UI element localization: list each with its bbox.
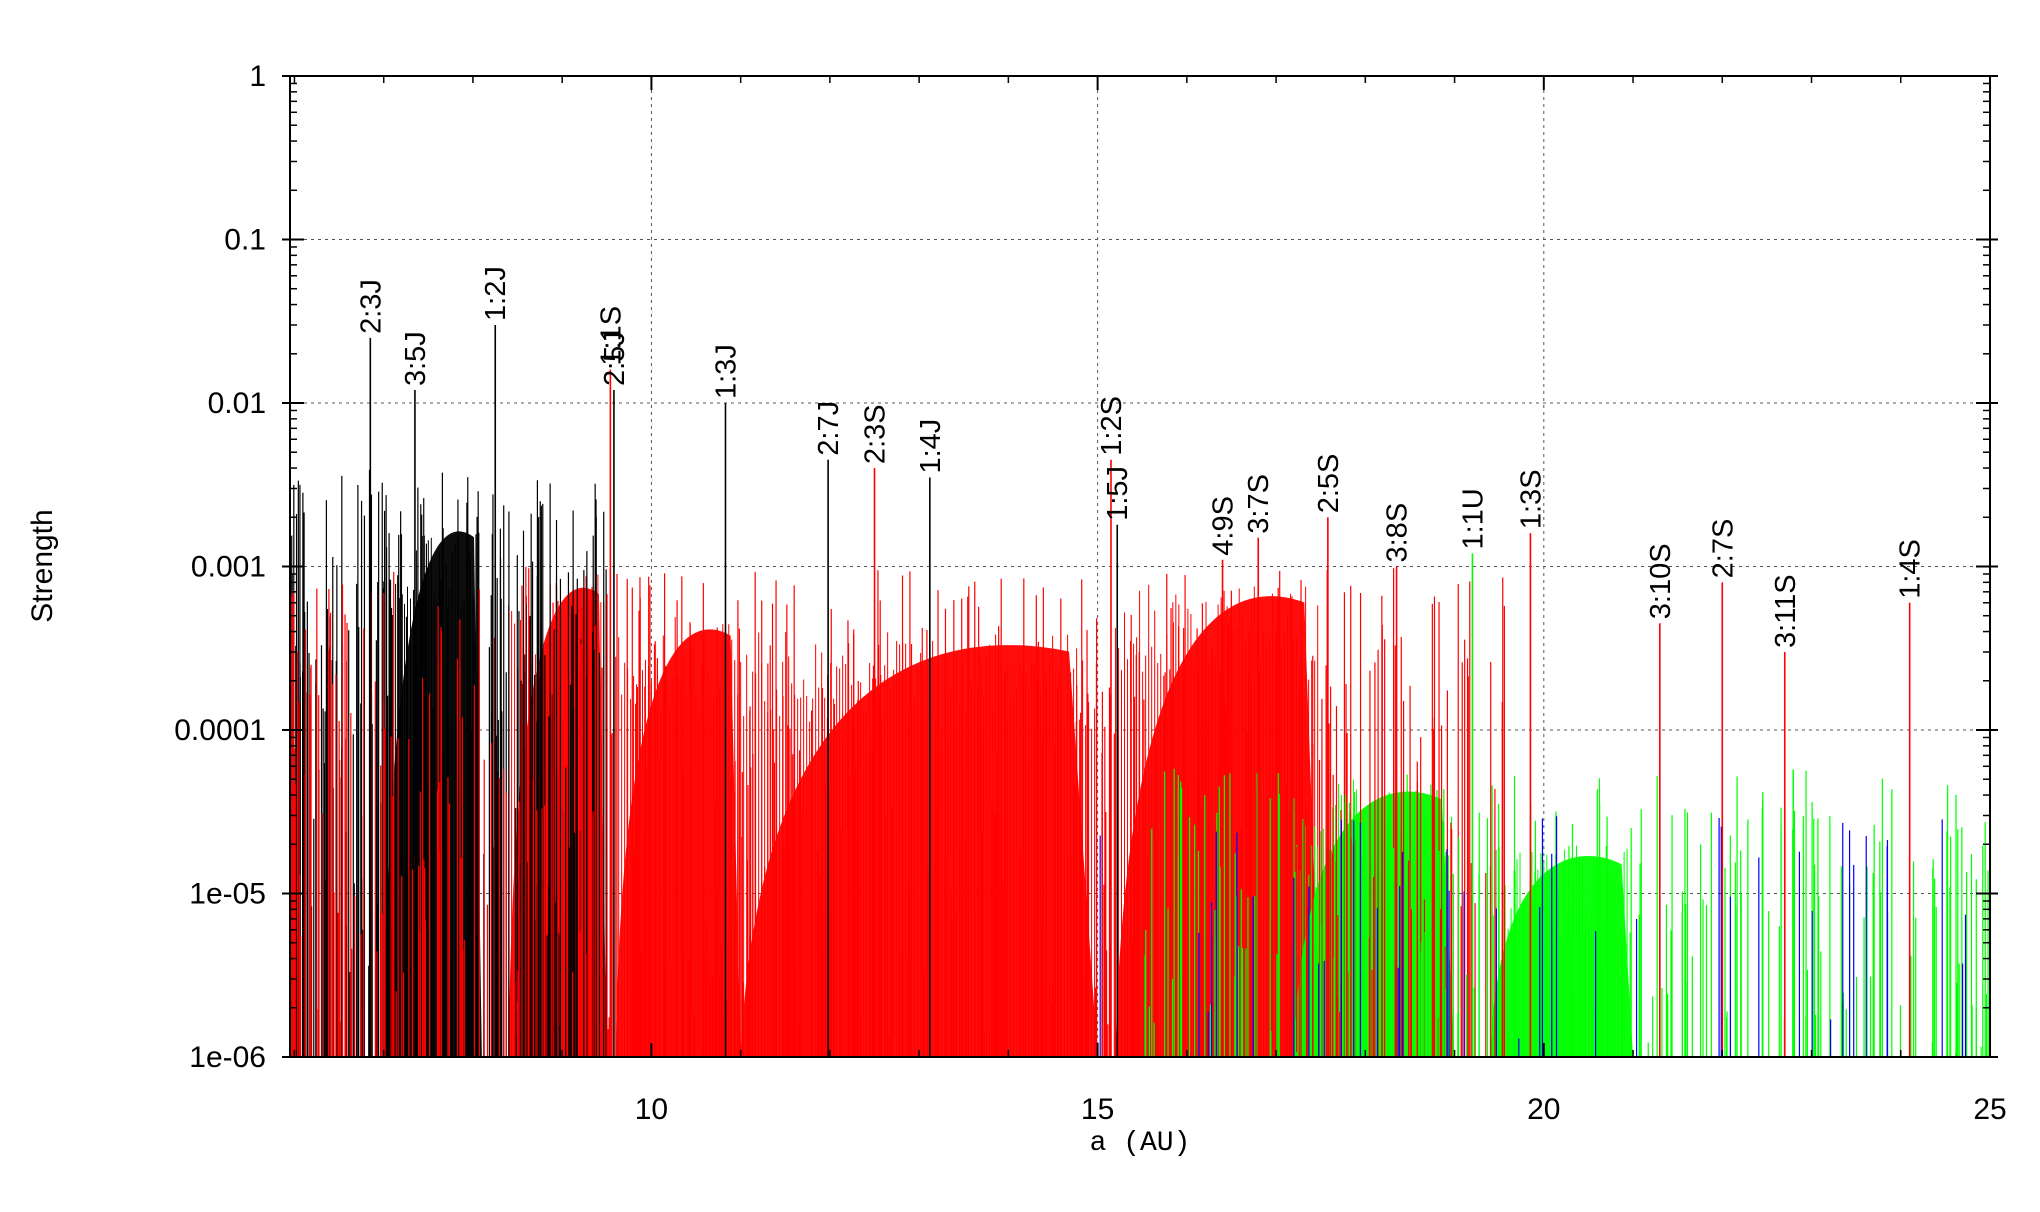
x-tick-label: 15	[1081, 1093, 1114, 1126]
resonance-label: 3:7S	[1243, 474, 1275, 534]
x-axis-title: a (AU)	[1090, 1128, 1191, 1159]
resonance-label: 1:3J	[710, 344, 742, 399]
x-tick-label: 25	[1973, 1093, 2006, 1126]
resonance-label: 3:10S	[1645, 543, 1677, 619]
resonance-label: 2:5S	[1313, 454, 1345, 514]
axes: 1 0.1 0.01 0.001 0.0001 1e-05 1e-06 10 15 20 25	[174, 60, 2006, 1126]
resonance-label: 2:7J	[813, 401, 845, 456]
resonance-labels: 2:3J 3:5J 1:2J 1:1S2:5J 1:3J 2:7J 2:3S 1:4J 1:5J…	[355, 266, 1926, 648]
y-tick-label: 1	[249, 60, 266, 93]
resonance-label: 1:1S	[595, 306, 627, 366]
resonance-label: 2:3S	[860, 404, 892, 464]
y-axis-title: Strength	[26, 509, 59, 622]
x-tick-label: 10	[635, 1093, 668, 1126]
resonance-label: 1:2J	[480, 266, 512, 321]
resonance-label: 2:3J	[355, 279, 387, 334]
resonance-label: 1:4S	[1895, 539, 1927, 599]
x-tick-label: 20	[1527, 1093, 1560, 1126]
resonance-label: 1:4J	[915, 419, 947, 474]
resonance-label: 3:5J	[400, 331, 432, 386]
resonance-label: 2:7S	[1707, 519, 1739, 579]
resonance-spikes	[289, 324, 1991, 1057]
resonance-label: 1:1U	[1457, 488, 1489, 549]
resonance-label: 3:11S	[1770, 574, 1802, 648]
y-tick-label: 0.0001	[174, 714, 266, 747]
resonance-label: 1:5J	[1102, 466, 1134, 521]
y-tick-label: 0.001	[191, 551, 266, 584]
resonance-label: 2:5J	[599, 331, 631, 386]
y-tick-label: 1e-05	[189, 878, 266, 911]
y-tick-label: 0.1	[224, 224, 266, 257]
y-tick-label: 1e-06	[189, 1041, 266, 1074]
resonance-label: 3:8S	[1382, 503, 1414, 563]
resonance-label: 4:9S	[1208, 496, 1240, 556]
resonance-label: 1:2S	[1096, 396, 1128, 456]
y-tick-label: 0.01	[208, 387, 266, 420]
resonance-label: 1:3S	[1515, 469, 1547, 529]
